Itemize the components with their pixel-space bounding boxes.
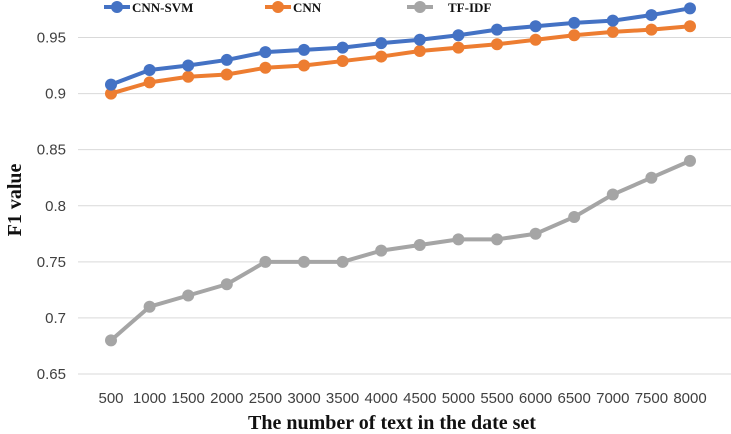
data-point bbox=[684, 2, 696, 15]
x-tick-label: 5000 bbox=[442, 390, 475, 407]
legend-item: TF-IDF bbox=[407, 0, 491, 15]
x-tick-label: 5500 bbox=[480, 390, 513, 407]
data-point bbox=[143, 76, 156, 89]
legend: CNN-SVM CNN TF-IDF bbox=[104, 0, 491, 15]
x-tick-label: 500 bbox=[98, 390, 123, 407]
legend-marker bbox=[111, 1, 123, 13]
data-point bbox=[298, 255, 310, 268]
data-point bbox=[413, 33, 426, 46]
data-point bbox=[259, 255, 272, 268]
y-tick-label: 0.65 bbox=[37, 366, 66, 383]
data-point bbox=[143, 64, 156, 77]
data-point bbox=[684, 20, 696, 33]
data-point bbox=[220, 68, 233, 81]
data-point bbox=[491, 23, 503, 36]
series-line bbox=[110, 24, 691, 96]
legend-label: CNN bbox=[293, 0, 322, 15]
x-tick-label: 8000 bbox=[673, 390, 706, 407]
data-point bbox=[336, 255, 349, 268]
data-point bbox=[606, 25, 619, 38]
data-point bbox=[568, 16, 581, 29]
x-tick-label: 7000 bbox=[596, 390, 629, 407]
x-axis-ticks: 500 1000 1500 2000 2500 3000 3500 4000 4500 5000 5… bbox=[98, 390, 706, 407]
data-point bbox=[491, 38, 503, 51]
data-point bbox=[645, 23, 658, 36]
series-line bbox=[109, 159, 691, 342]
y-tick-label: 0.85 bbox=[37, 142, 66, 159]
data-point bbox=[529, 227, 542, 240]
legend-marker bbox=[272, 1, 284, 13]
data-point bbox=[105, 334, 117, 347]
series-lines bbox=[105, 2, 696, 347]
data-point bbox=[298, 43, 310, 56]
data-point bbox=[491, 233, 503, 246]
data-point bbox=[529, 33, 542, 46]
data-point bbox=[182, 289, 195, 302]
data-point bbox=[452, 29, 465, 42]
x-tick-label: 1500 bbox=[172, 390, 205, 407]
data-point bbox=[413, 239, 426, 252]
data-point bbox=[375, 37, 388, 50]
data-point bbox=[606, 14, 619, 27]
data-point bbox=[645, 171, 658, 184]
legend-item: CNN bbox=[265, 0, 322, 15]
x-tick-label: 1000 bbox=[133, 390, 166, 407]
data-point bbox=[568, 210, 581, 223]
data-point bbox=[684, 154, 696, 167]
legend-label: TF-IDF bbox=[448, 0, 491, 15]
x-axis-title: The number of text in the date set bbox=[248, 412, 536, 434]
data-point bbox=[645, 9, 658, 22]
legend-marker bbox=[414, 1, 426, 13]
data-point bbox=[606, 188, 619, 201]
x-tick-label: 4500 bbox=[403, 390, 436, 407]
gridlines bbox=[78, 37, 731, 375]
data-point bbox=[413, 44, 426, 57]
data-point bbox=[259, 61, 272, 74]
x-tick-label: 4000 bbox=[365, 390, 398, 407]
legend-item: CNN-SVM bbox=[104, 0, 193, 15]
data-point bbox=[336, 55, 349, 68]
x-tick-label: 7500 bbox=[635, 390, 668, 407]
x-tick-label: 3500 bbox=[326, 390, 359, 407]
data-point bbox=[182, 59, 195, 72]
x-tick-label: 6000 bbox=[519, 390, 552, 407]
y-tick-label: 0.75 bbox=[37, 254, 66, 271]
data-point bbox=[105, 78, 117, 91]
data-point bbox=[143, 300, 156, 313]
data-point bbox=[336, 41, 349, 54]
series-cnn-svm bbox=[105, 2, 696, 91]
data-point bbox=[220, 278, 233, 291]
series-line bbox=[110, 6, 691, 87]
data-point bbox=[568, 29, 581, 42]
legend-label: CNN-SVM bbox=[132, 0, 193, 15]
data-point bbox=[375, 244, 388, 257]
data-point bbox=[220, 53, 233, 66]
data-point bbox=[298, 59, 310, 72]
x-tick-label: 2000 bbox=[210, 390, 243, 407]
series-tf-idf bbox=[105, 154, 696, 347]
series-cnn bbox=[105, 20, 696, 100]
x-tick-label: 6500 bbox=[558, 390, 591, 407]
y-tick-label: 0.9 bbox=[45, 86, 66, 103]
y-tick-label: 0.95 bbox=[37, 30, 66, 47]
x-tick-label: 3000 bbox=[287, 390, 320, 407]
y-tick-label: 0.7 bbox=[45, 310, 66, 327]
data-point bbox=[529, 20, 542, 33]
data-point bbox=[105, 87, 117, 100]
data-point bbox=[452, 41, 465, 54]
y-axis-title: F1 value bbox=[4, 163, 26, 236]
y-tick-label: 0.8 bbox=[45, 198, 66, 215]
x-tick-label: 2500 bbox=[249, 390, 282, 407]
data-point bbox=[182, 70, 195, 83]
y-axis-ticks: 0.65 0.7 0.75 0.8 0.85 0.9 0.95 bbox=[37, 30, 66, 384]
data-point bbox=[375, 50, 388, 63]
data-point bbox=[259, 46, 272, 59]
data-point bbox=[452, 233, 465, 246]
